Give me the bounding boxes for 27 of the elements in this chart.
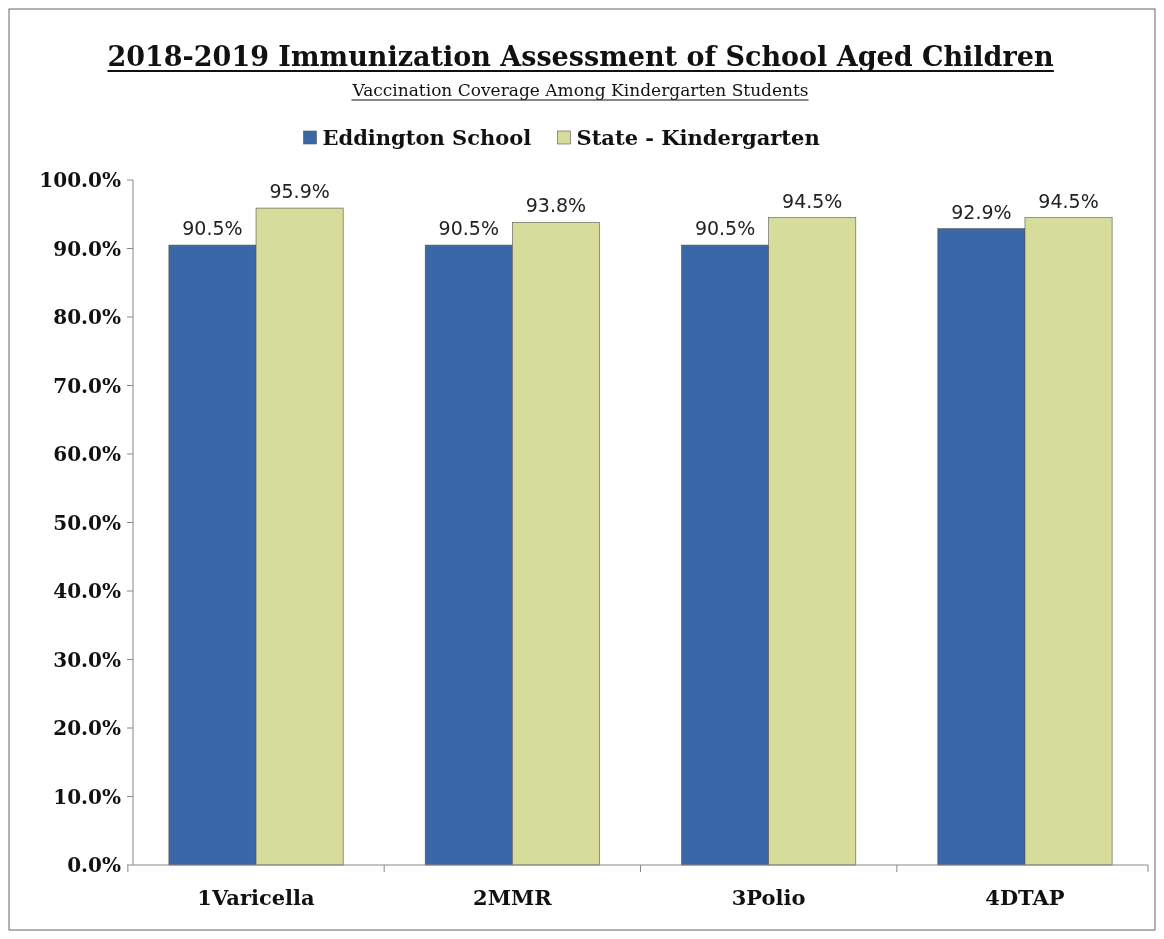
chart-title: 2018-2019 Immunization Assessment of School Aged Children xyxy=(107,41,1054,72)
y-tick-label: 10.0% xyxy=(53,784,121,809)
data-label: 95.9% xyxy=(269,180,330,203)
y-tick-label: 90.0% xyxy=(53,236,121,261)
data-label: 94.5% xyxy=(1038,189,1099,212)
y-tick-label: 80.0% xyxy=(53,305,121,329)
y-tick-label: 20.0% xyxy=(53,716,121,740)
x-tick-label: 4DTAP xyxy=(985,885,1065,910)
data-label: 90.5% xyxy=(182,217,243,240)
y-tick-label: 50.0% xyxy=(53,510,121,535)
x-tick-label: 1Varicella xyxy=(197,885,316,910)
y-tick-label: 0.0% xyxy=(67,853,121,877)
chart-subtitle: Vaccination Coverage Among Kindergarten Students xyxy=(351,80,809,100)
y-tick-label: 70.0% xyxy=(53,373,121,398)
x-tick-label: 2MMR xyxy=(473,885,553,910)
x-tick-label: 3Polio xyxy=(731,885,806,910)
data-label: 90.5% xyxy=(438,217,499,240)
y-tick-label: 40.0% xyxy=(53,579,121,603)
y-tick-label: 60.0% xyxy=(53,442,121,466)
data-label: 94.5% xyxy=(782,189,843,212)
data-label: 92.9% xyxy=(951,200,1012,223)
data-label: 90.5% xyxy=(694,217,756,240)
legend-label: Eddington School xyxy=(322,125,532,151)
legend-label: State - Kindergarten xyxy=(576,125,820,151)
data-label: 93.8% xyxy=(525,194,587,217)
y-tick-label: 100.0% xyxy=(39,168,121,192)
y-tick-label: 30.0% xyxy=(53,647,121,672)
